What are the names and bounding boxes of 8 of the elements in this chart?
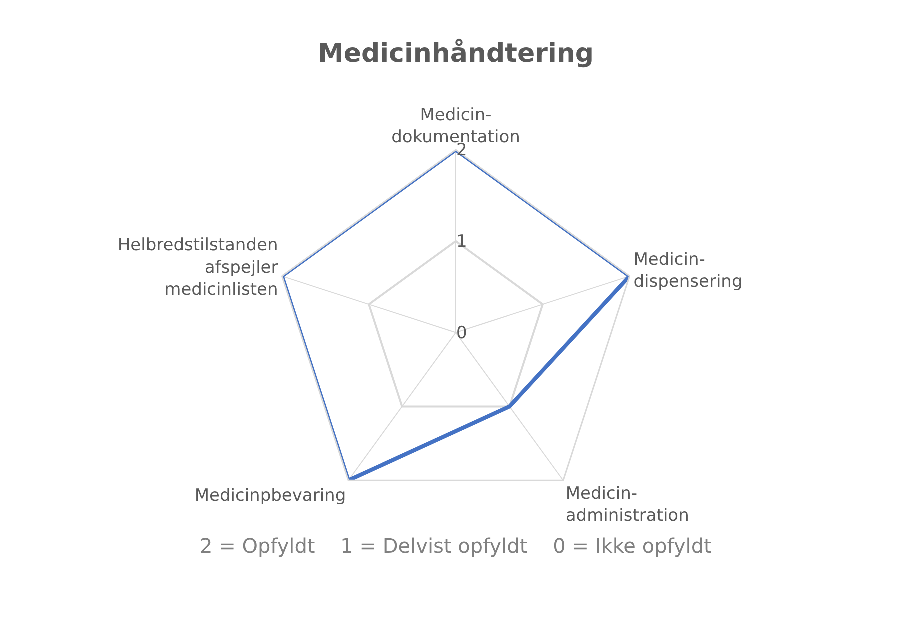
spoke-label: Helbredstilstanden afspejler medicinlisten: [118, 236, 278, 300]
spoke-label: Medicin- administration: [566, 484, 690, 526]
y-tick-label: 0: [456, 323, 468, 344]
chart-title: Medicinhåndtering: [318, 38, 594, 69]
spoke-label: Medicin- dispensering: [634, 250, 743, 292]
spoke-label: Medicinpbevaring: [194, 486, 346, 506]
y-tick-label: 1: [456, 232, 468, 252]
text: 2 = Opfyldt 1 = Delvist opfyldt 0 = Ikke opfyldt: [200, 534, 712, 558]
